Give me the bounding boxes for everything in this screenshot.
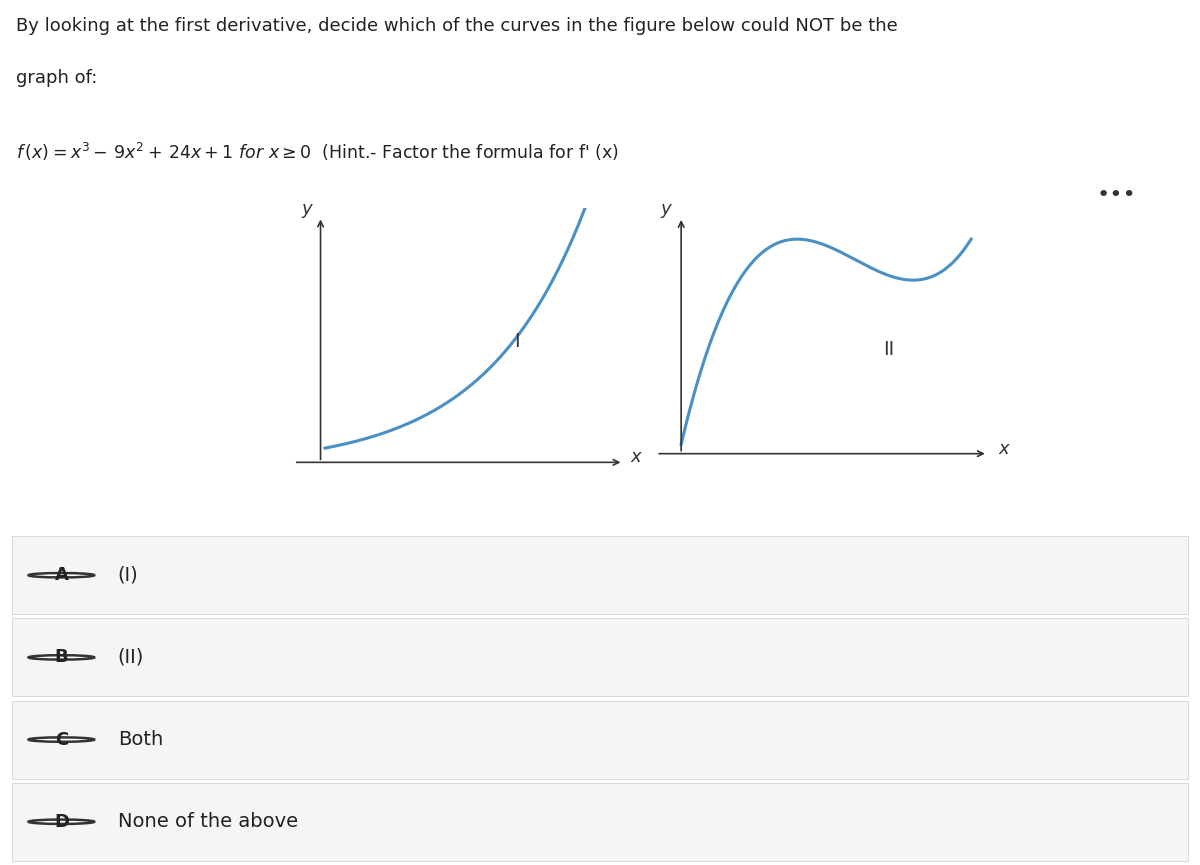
Circle shape — [29, 737, 95, 742]
Text: (I): (I) — [118, 566, 138, 585]
Text: D: D — [54, 813, 68, 830]
Text: I: I — [514, 332, 520, 351]
Text: II: II — [883, 340, 894, 359]
Text: By looking at the first derivative, decide which of the curves in the figure bel: By looking at the first derivative, deci… — [16, 17, 898, 35]
Text: $y$: $y$ — [300, 202, 314, 221]
Text: A: A — [54, 567, 68, 584]
FancyBboxPatch shape — [12, 536, 1188, 614]
Circle shape — [29, 655, 95, 660]
Text: graph of:: graph of: — [16, 69, 97, 87]
FancyBboxPatch shape — [12, 618, 1188, 696]
Circle shape — [29, 819, 95, 824]
FancyBboxPatch shape — [12, 783, 1188, 861]
Text: $x$: $x$ — [630, 448, 643, 466]
Text: B: B — [54, 649, 68, 666]
Text: (II): (II) — [118, 648, 144, 667]
Text: C: C — [55, 731, 68, 748]
Text: None of the above: None of the above — [118, 812, 298, 831]
Text: $y$: $y$ — [660, 202, 673, 220]
Text: •••: ••• — [1096, 184, 1136, 205]
FancyBboxPatch shape — [12, 701, 1188, 779]
Text: Both: Both — [118, 730, 163, 749]
Text: $f\,(x)=x^3-\,9x^2+\,24x+1\ \mathit{for}\ x\geq0$  (Hint.- Factor the formula fo: $f\,(x)=x^3-\,9x^2+\,24x+1\ \mathit{for}… — [16, 140, 618, 163]
Circle shape — [29, 573, 95, 578]
Text: $x$: $x$ — [997, 439, 1010, 458]
